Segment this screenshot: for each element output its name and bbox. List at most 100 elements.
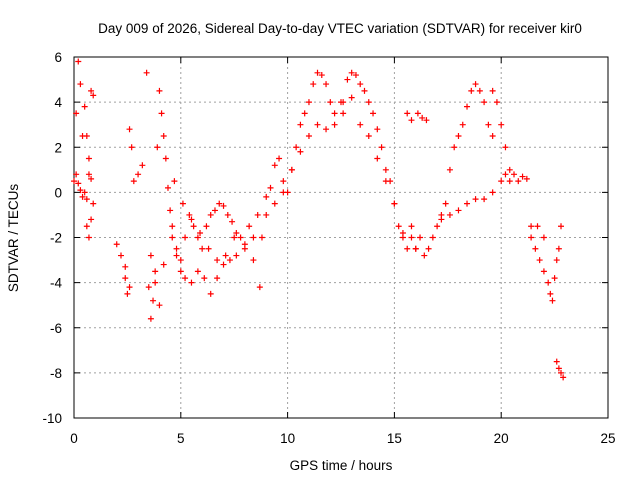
- data-point: [229, 218, 236, 225]
- data-point: [280, 178, 287, 185]
- data-point: [160, 132, 167, 139]
- data-point: [194, 234, 201, 241]
- y-tick-label: -2: [50, 231, 62, 246]
- data-point: [152, 268, 159, 275]
- data-point: [271, 200, 278, 207]
- data-point: [288, 166, 295, 173]
- data-point: [331, 121, 338, 128]
- data-point: [357, 81, 364, 88]
- data-point: [438, 216, 445, 223]
- data-point: [126, 126, 133, 133]
- data-point: [156, 87, 163, 94]
- data-point: [476, 87, 483, 94]
- y-tick-label: 2: [54, 140, 62, 155]
- data-point: [250, 234, 257, 241]
- data-point: [399, 229, 406, 236]
- data-point: [241, 241, 248, 248]
- data-point: [301, 110, 308, 117]
- data-point: [327, 99, 334, 106]
- data-point: [489, 132, 496, 139]
- data-point: [130, 178, 137, 185]
- data-point: [220, 261, 227, 268]
- data-point: [73, 110, 80, 117]
- data-point: [267, 184, 274, 191]
- data-point: [421, 252, 428, 259]
- data-point: [528, 223, 535, 230]
- data-point: [344, 76, 351, 83]
- data-point: [124, 290, 131, 297]
- data-point: [188, 279, 195, 286]
- data-point: [340, 110, 347, 117]
- data-point: [177, 268, 184, 275]
- data-point: [472, 196, 479, 203]
- chart-title: Day 009 of 2026, Sidereal Day-to-day VTE…: [98, 21, 582, 36]
- data-point: [540, 234, 547, 241]
- data-point: [167, 207, 174, 214]
- data-point: [331, 110, 338, 117]
- data-point: [83, 223, 90, 230]
- data-point: [147, 252, 154, 259]
- y-tick-label: 0: [54, 185, 62, 200]
- data-point: [506, 166, 513, 173]
- data-point: [536, 257, 543, 264]
- data-point: [237, 234, 244, 241]
- data-point: [143, 69, 150, 76]
- data-point: [404, 245, 411, 252]
- data-point: [207, 211, 214, 218]
- data-points: [71, 58, 567, 381]
- data-point: [205, 245, 212, 252]
- data-point: [555, 365, 562, 372]
- data-point: [515, 178, 522, 185]
- data-point: [481, 196, 488, 203]
- data-point: [71, 178, 77, 185]
- axis-ticks: 0 5 10 15 20 25 -10 -8 -6 -4 -2 0 2 4 6: [42, 50, 615, 446]
- x-tick-label: 0: [70, 431, 78, 446]
- data-point: [540, 268, 547, 275]
- data-point: [560, 374, 567, 381]
- data-point: [145, 284, 152, 291]
- data-point: [523, 175, 530, 182]
- data-point: [451, 144, 458, 151]
- data-point: [280, 189, 287, 196]
- y-tick-label: -6: [50, 321, 62, 336]
- data-point: [558, 223, 565, 230]
- data-point: [150, 297, 157, 304]
- data-point: [226, 257, 233, 264]
- data-point: [194, 268, 201, 275]
- data-point: [222, 252, 229, 259]
- data-point: [158, 110, 165, 117]
- y-tick-label: -8: [50, 366, 62, 381]
- data-point: [263, 211, 270, 218]
- data-point: [464, 103, 471, 110]
- data-point: [391, 200, 398, 207]
- data-point: [338, 99, 344, 106]
- data-point: [446, 211, 453, 218]
- data-point: [164, 184, 171, 191]
- data-point: [177, 257, 184, 264]
- data-point: [182, 275, 189, 282]
- data-point: [173, 245, 180, 252]
- data-point: [395, 223, 402, 230]
- data-point: [182, 234, 189, 241]
- data-point: [506, 178, 513, 185]
- data-point: [323, 81, 330, 88]
- data-point: [459, 121, 466, 128]
- data-point: [81, 189, 88, 196]
- data-point: [455, 207, 462, 214]
- data-point: [481, 99, 488, 106]
- data-point: [532, 245, 539, 252]
- data-point: [211, 207, 218, 214]
- data-point: [370, 110, 377, 117]
- data-point: [382, 178, 389, 185]
- data-point: [113, 241, 120, 248]
- data-point: [220, 202, 227, 209]
- data-point: [511, 171, 518, 178]
- data-point: [88, 87, 95, 94]
- data-point: [555, 245, 562, 252]
- y-tick-label: -10: [42, 411, 62, 426]
- data-point: [423, 117, 430, 124]
- data-point: [361, 87, 368, 94]
- data-point: [152, 279, 159, 286]
